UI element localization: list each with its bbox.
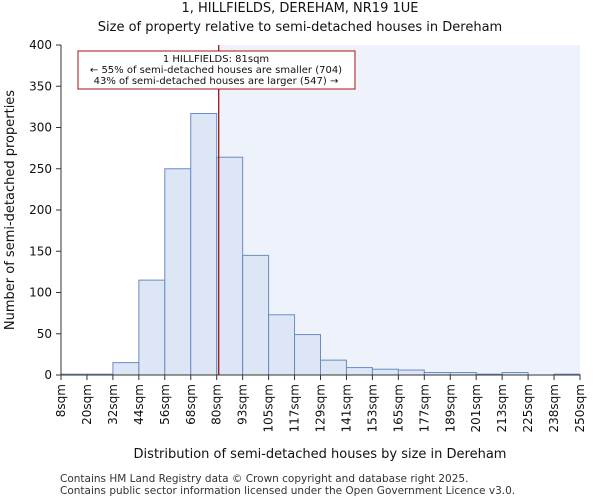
bar-32sqm	[112, 362, 140, 376]
x-tick-label: 20sqm	[80, 384, 94, 425]
x-tick-label: 129sqm	[314, 384, 328, 432]
bars-group	[60, 112, 581, 376]
x-axis: 8sqm 20sqm 32sqm 44sqm 56sqm 68sqm 80sqm 93sqm 1…	[54, 375, 587, 432]
bar-56sqm	[164, 168, 192, 376]
x-tick-label: 238sqm	[547, 384, 561, 432]
x-tick-label: 189sqm	[443, 384, 457, 432]
x-tick-label: 117sqm	[288, 384, 302, 432]
bar-105sqm	[268, 314, 296, 376]
bar-93sqm	[242, 254, 270, 376]
x-tick-label: 225sqm	[521, 384, 535, 432]
y-axis: 0 50 100 150 200 250 300 350 400	[29, 38, 61, 382]
bar-44sqm	[138, 279, 166, 376]
y-tick-label: 400	[29, 38, 52, 52]
bar-153sqm	[371, 368, 399, 376]
x-tick-label: 141sqm	[339, 384, 353, 432]
x-tick-label: 80sqm	[210, 384, 224, 425]
bar-80sqm	[216, 156, 244, 376]
x-tick-label: 177sqm	[417, 384, 431, 432]
x-tick-label: 93sqm	[236, 384, 250, 425]
y-tick-label: 150	[29, 244, 52, 258]
bar-129sqm	[320, 359, 347, 376]
y-axis-label: Number of semi-detached properties	[3, 90, 18, 330]
x-tick-label: 68sqm	[184, 384, 198, 425]
x-tick-label: 105sqm	[262, 384, 276, 432]
y-tick-label: 100	[29, 286, 52, 300]
bar-68sqm	[190, 112, 218, 376]
chart-title: 1, HILLFIELDS, DEREHAM, NR19 1UE	[182, 1, 419, 16]
x-tick-label: 165sqm	[391, 384, 405, 432]
footer-copyright: Contains HM Land Registry data © Crown c…	[60, 473, 469, 485]
x-tick-label: 32sqm	[106, 384, 120, 425]
y-tick-label: 250	[29, 162, 52, 176]
x-tick-label: 213sqm	[495, 384, 509, 432]
annotation-line-3: 43% of semi-detached houses are larger (…	[94, 76, 339, 87]
bar-117sqm	[294, 334, 321, 376]
x-axis-label: Distribution of semi-detached houses by …	[134, 447, 507, 462]
bar-141sqm	[345, 367, 373, 376]
annotation-box	[77, 50, 356, 90]
annotation-line-2: ← 55% of semi-detached houses are smalle…	[90, 65, 342, 76]
annotation-line-1: 1 HILLFIELDS: 81sqm	[163, 54, 269, 65]
y-tick-label: 350	[29, 79, 52, 93]
y-tick-label: 300	[29, 121, 52, 135]
bar-165sqm	[397, 369, 425, 376]
x-tick-label: 44sqm	[132, 384, 146, 425]
x-tick-label: 201sqm	[469, 384, 483, 432]
y-tick-label: 50	[37, 327, 52, 341]
x-tick-label: 8sqm	[54, 384, 68, 417]
chart-subtitle: Size of property relative to semi-detach…	[98, 20, 502, 35]
y-tick-label: 200	[29, 203, 52, 217]
x-tick-label: 56sqm	[158, 384, 172, 425]
x-tick-label: 250sqm	[573, 384, 587, 432]
footer-licence: Contains public sector information licen…	[60, 485, 516, 497]
y-tick-label: 0	[44, 368, 52, 382]
x-tick-label: 153sqm	[365, 384, 379, 432]
